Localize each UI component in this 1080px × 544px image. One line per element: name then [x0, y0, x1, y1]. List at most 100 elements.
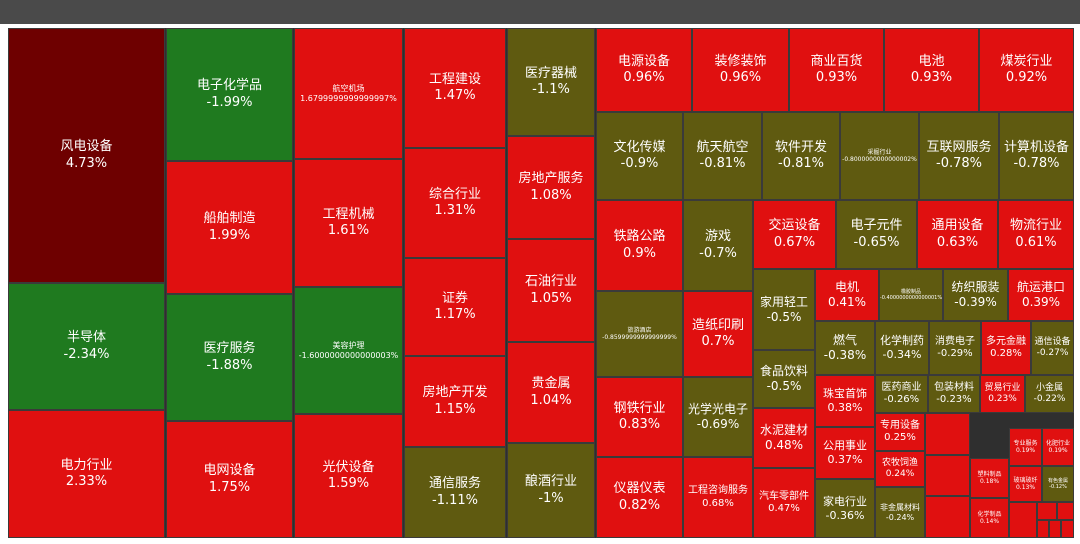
tile-value: 1.08%	[530, 187, 572, 203]
treemap-tile[interactable]: 包装材料 -0.23%	[928, 375, 980, 413]
treemap-tile[interactable]: 农牧饲渔 0.24%	[875, 451, 925, 487]
treemap-tile[interactable]: 塑料制品 0.18%	[970, 458, 1009, 498]
treemap-tile[interactable]: 非金属材料 -0.24%	[875, 487, 925, 538]
treemap-tile[interactable]: 纺织服装 -0.39%	[943, 269, 1008, 321]
treemap-tile[interactable]: 石油行业 1.05%	[507, 239, 595, 342]
treemap-tile[interactable]: 水泥建材 0.48%	[753, 408, 815, 468]
treemap-tile[interactable]: 光伏设备 1.59%	[294, 414, 403, 538]
tile-name: 综合行业	[428, 186, 481, 202]
treemap-tile[interactable]: 通信服务 -1.11%	[404, 447, 506, 538]
treemap-tile[interactable]: 电子元件 -0.65%	[836, 200, 917, 269]
treemap-tile[interactable]: 商业百货 0.93%	[789, 28, 884, 112]
treemap-tile[interactable]: 船舶制造 1.99%	[166, 161, 293, 294]
tile-name: 工程机械	[322, 206, 375, 222]
treemap-tile[interactable]: 钢铁行业 0.83%	[596, 377, 683, 457]
treemap-tile[interactable]: 贵金属 1.04%	[507, 342, 595, 443]
treemap-small-tile[interactable]	[925, 413, 970, 455]
treemap-tile[interactable]: 交运设备 0.67%	[753, 200, 836, 269]
treemap-tile[interactable]: 化学制药 -0.34%	[875, 321, 929, 375]
tile-value: 0.47%	[768, 503, 800, 514]
tile-name: 有色金属	[1047, 477, 1068, 484]
treemap-tile[interactable]: 工程建设 1.47%	[404, 28, 506, 148]
treemap-tile[interactable]: 贸易行业 0.23%	[980, 375, 1025, 413]
treemap-tile[interactable]: 酿酒行业 -1%	[507, 443, 595, 538]
treemap-tile[interactable]: 光学光电子 -0.69%	[683, 377, 753, 457]
treemap-tile[interactable]: 电源设备 0.96%	[596, 28, 692, 112]
tile-value: -0.65%	[853, 234, 900, 250]
treemap-tile[interactable]: 房地产开发 1.15%	[404, 356, 506, 447]
treemap-tile[interactable]: 装修装饰 0.96%	[692, 28, 789, 112]
treemap-tile[interactable]: 互联网服务 -0.78%	[919, 112, 999, 200]
tile-value: 0.18%	[979, 478, 1000, 485]
treemap-tile[interactable]: 有色金属 -0.12%	[1042, 466, 1074, 502]
tile-value: 0.48%	[764, 438, 804, 452]
treemap-tile[interactable]: 采掘行业 -0.8000000000000002%	[840, 112, 919, 200]
treemap-tile[interactable]: 旅游酒店 -0.8599999999999999%	[596, 291, 683, 377]
treemap-tile[interactable]: 电池 0.93%	[884, 28, 979, 112]
treemap-tile[interactable]: 工程机械 1.61%	[294, 159, 403, 287]
treemap-small-tile[interactable]	[1037, 502, 1057, 520]
treemap-tile[interactable]: 化肥行业 0.19%	[1042, 428, 1074, 466]
treemap-tile[interactable]: 房地产服务 1.08%	[507, 136, 595, 239]
treemap-tile[interactable]: 电力行业 2.33%	[8, 410, 165, 538]
tile-value: -0.24%	[885, 512, 915, 522]
treemap-tile[interactable]: 综合行业 1.31%	[404, 148, 506, 258]
treemap-tile[interactable]: 食品饮料 -0.5%	[753, 350, 815, 408]
tile-value: -0.29%	[937, 348, 973, 359]
treemap-tile[interactable]: 文化传媒 -0.9%	[596, 112, 683, 200]
treemap-small-tile[interactable]	[925, 455, 970, 496]
treemap-tile[interactable]: 造纸印刷 0.7%	[683, 291, 753, 377]
treemap-tile[interactable]: 汽车零部件 0.47%	[753, 468, 815, 538]
treemap-tile[interactable]: 通用设备 0.63%	[917, 200, 998, 269]
treemap-tile[interactable]: 计算机设备 -0.78%	[999, 112, 1074, 200]
treemap-tile[interactable]: 半导体 -2.34%	[8, 283, 165, 410]
treemap-tile[interactable]: 工程咨询服务 0.68%	[683, 457, 753, 538]
treemap-small-tile[interactable]	[1009, 502, 1037, 538]
treemap-tile[interactable]: 电机 0.41%	[815, 269, 879, 321]
treemap-small-tile[interactable]	[925, 496, 970, 538]
treemap-tile[interactable]: 多元金融 0.28%	[981, 321, 1031, 375]
treemap-tile[interactable]: 小金属 -0.22%	[1025, 375, 1074, 413]
treemap-tile[interactable]: 通信设备 -0.27%	[1031, 321, 1074, 375]
treemap-tile[interactable]: 航天航空 -0.81%	[683, 112, 762, 200]
treemap-tile[interactable]: 航运港口 0.39%	[1008, 269, 1074, 321]
treemap-tile[interactable]: 橡胶制品 -0.4000000000000001%	[879, 269, 943, 321]
treemap-tile[interactable]: 煤炭行业 0.92%	[979, 28, 1074, 112]
treemap-tile[interactable]: 医疗服务 -1.88%	[166, 294, 293, 421]
treemap-tile[interactable]: 公用事业 0.37%	[815, 427, 875, 479]
tile-name: 半导体	[66, 330, 106, 346]
treemap-tile[interactable]: 游戏 -0.7%	[683, 200, 753, 291]
treemap-tile[interactable]: 仪器仪表 0.82%	[596, 457, 683, 538]
treemap-tile[interactable]: 专业服务 0.19%	[1009, 428, 1042, 466]
treemap-tile[interactable]: 玻璃玻纤 0.13%	[1009, 466, 1042, 502]
treemap-tile[interactable]: 医药商业 -0.26%	[875, 375, 928, 413]
treemap-small-tile[interactable]	[1061, 520, 1074, 538]
treemap-small-tile[interactable]	[1057, 502, 1074, 520]
treemap-tile[interactable]: 家电行业 -0.36%	[815, 479, 875, 538]
treemap-tile[interactable]: 航空机场 1.6799999999999997%	[294, 28, 403, 159]
treemap-tile[interactable]: 物流行业 0.61%	[998, 200, 1074, 269]
treemap-tile[interactable]: 化学制品 0.14%	[970, 498, 1009, 538]
treemap-tile[interactable]: 软件开发 -0.81%	[762, 112, 840, 200]
treemap-tile[interactable]: 专用设备 0.25%	[875, 413, 925, 451]
tile-value: 0.19%	[1048, 447, 1068, 454]
treemap-tile[interactable]: 家用轻工 -0.5%	[753, 269, 815, 350]
treemap-small-tile[interactable]	[1049, 520, 1061, 538]
treemap-tile[interactable]: 电网设备 1.75%	[166, 421, 293, 538]
treemap-tile[interactable]: 美容护理 -1.6000000000000003%	[294, 287, 403, 414]
treemap-tile[interactable]: 燃气 -0.38%	[815, 321, 875, 375]
treemap-tile[interactable]: 医疗器械 -1.1%	[507, 28, 595, 136]
tile-value: 1.47%	[434, 88, 476, 103]
treemap-tile[interactable]: 铁路公路 0.9%	[596, 200, 683, 291]
tile-name: 酿酒行业	[524, 474, 577, 490]
tile-value: 1.17%	[434, 307, 476, 322]
treemap-tile[interactable]: 珠宝首饰 0.38%	[815, 375, 875, 427]
tile-value: -0.23%	[936, 394, 972, 405]
treemap-tile[interactable]: 电子化学品 -1.99%	[166, 28, 293, 161]
treemap-small-tile[interactable]	[1037, 520, 1049, 538]
treemap-tile[interactable]: 消费电子 -0.29%	[929, 321, 981, 375]
treemap-tile[interactable]: 风电设备 4.73%	[8, 28, 165, 283]
tile-value: -0.7%	[699, 245, 737, 261]
tile-name: 公用事业	[823, 439, 867, 453]
treemap-tile[interactable]: 证券 1.17%	[404, 258, 506, 356]
